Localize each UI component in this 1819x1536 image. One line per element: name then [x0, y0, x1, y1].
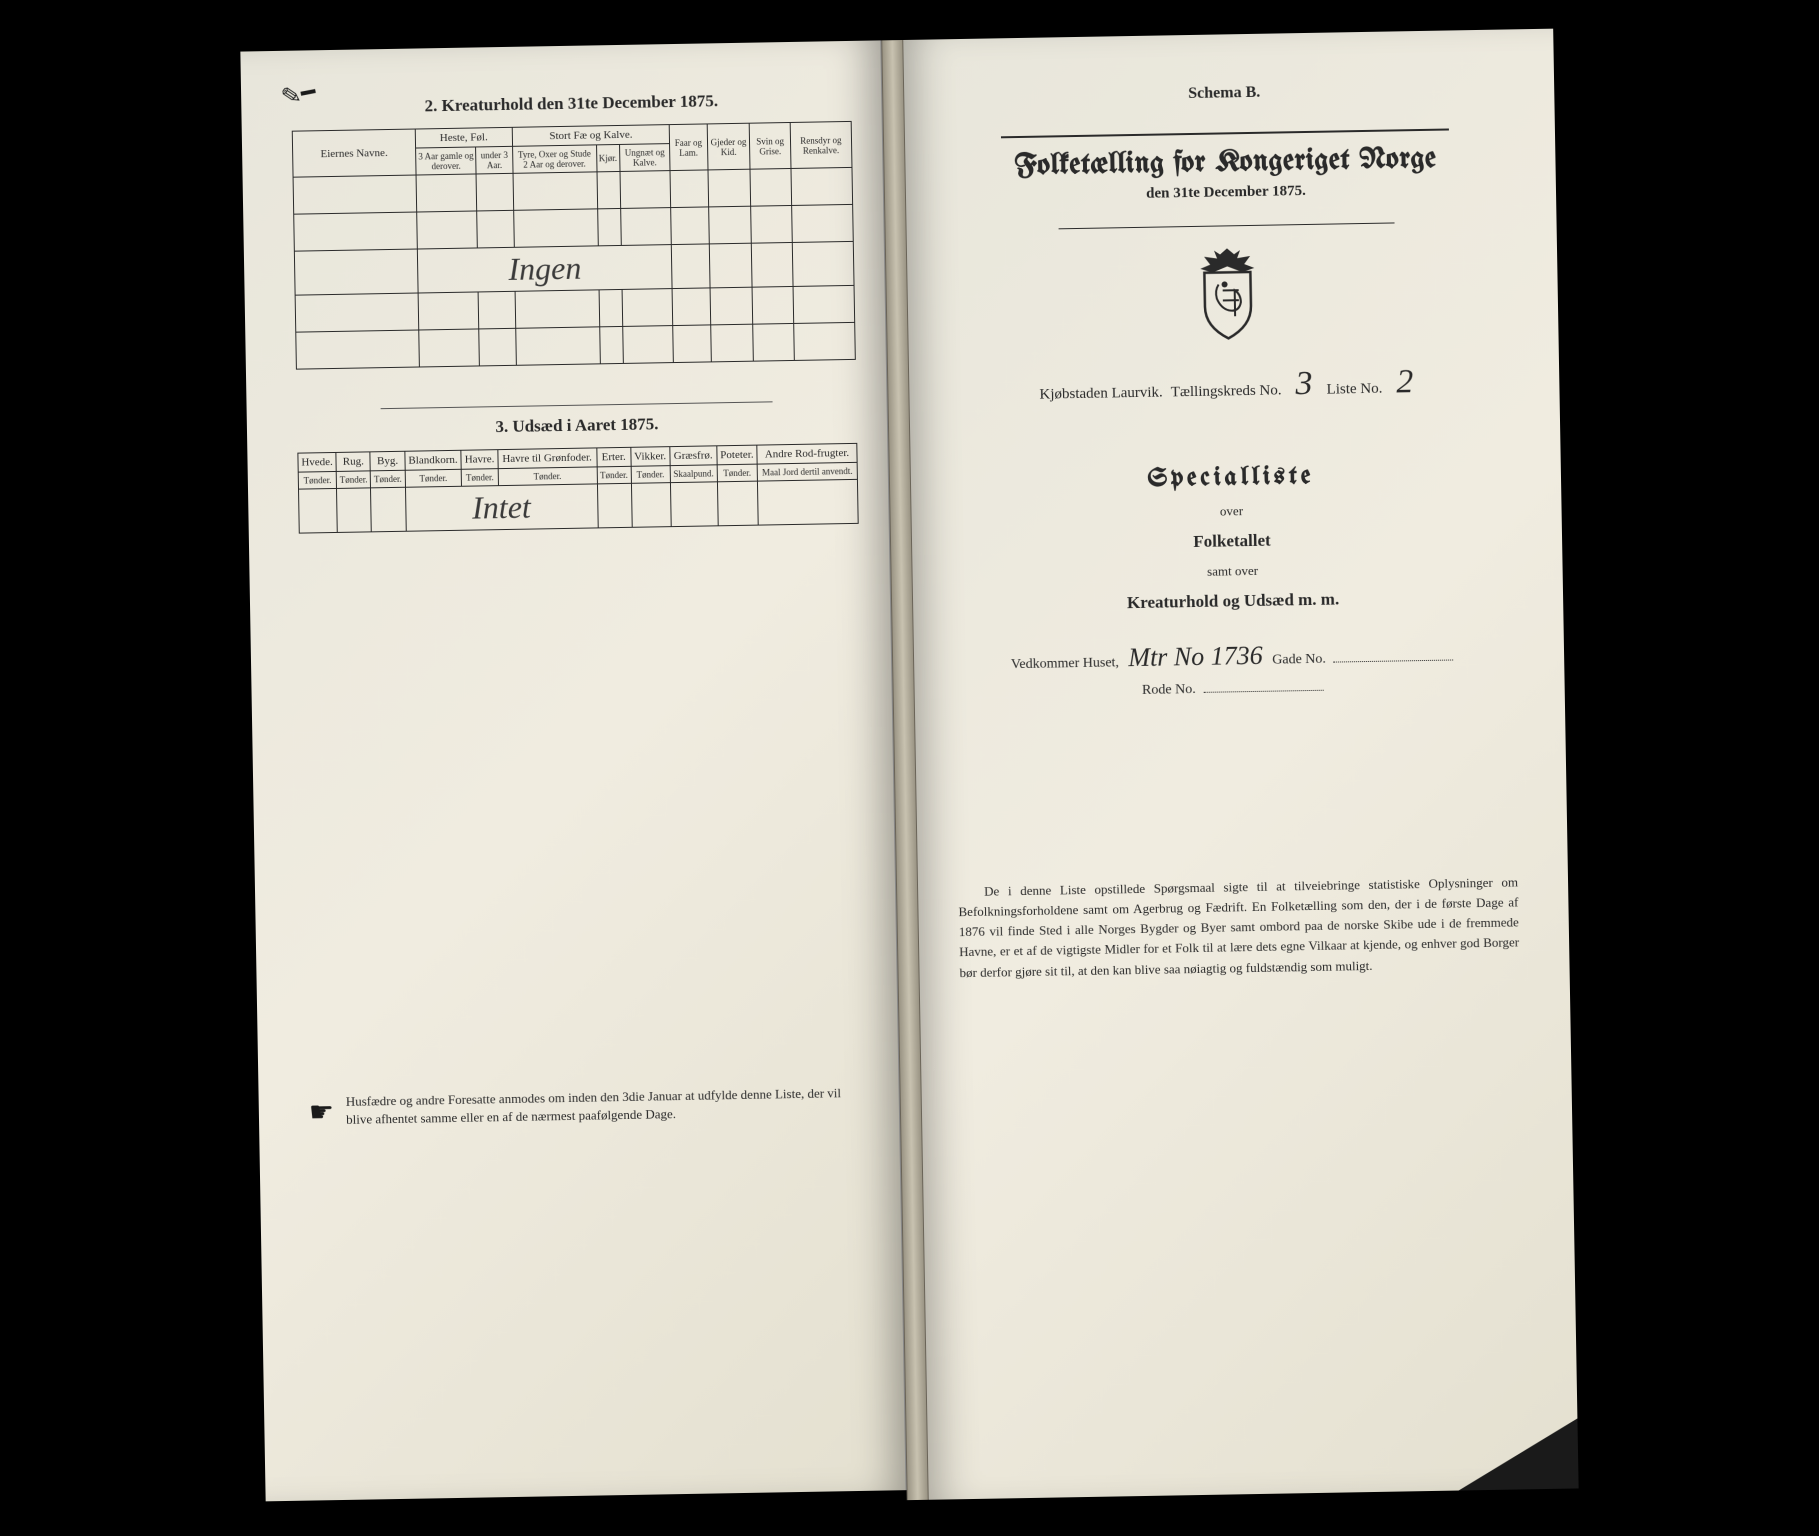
- book-spread: ✎━ 2. Kreaturhold den 31te December 1875…: [240, 29, 1578, 1512]
- col-cows: Kjør.: [596, 144, 620, 171]
- unit: Tønder.: [597, 466, 632, 484]
- folketallet-label: Folketallet: [952, 526, 1512, 556]
- footer-text: Husfædre og andre Foresatte anmodes om i…: [346, 1084, 869, 1129]
- col-horse-u3: under 3 Aar.: [476, 146, 513, 174]
- pointing-hand-icon: ☛: [309, 1093, 335, 1133]
- coat-of-arms-icon: [947, 241, 1509, 351]
- rode-line: Rode No.: [955, 676, 1515, 702]
- kreatur-label: Kreaturhold og Udsæd m. m.: [953, 586, 1513, 616]
- col-goats: Gjeder og Kid.: [707, 123, 751, 170]
- unit: Tønder.: [336, 471, 371, 489]
- seed-table: Hvede. Rug. Byg. Blandkorn. Havre. Havre…: [297, 443, 858, 534]
- intro-paragraph: De i denne Liste opstillede Spørgsmaal s…: [958, 872, 1520, 982]
- handwritten-intet: Intet: [405, 484, 598, 531]
- district-line: Kjøbstaden Laurvik. Tællingskreds No. 3 …: [949, 361, 1510, 409]
- right-page: Schema B. Folketælling for Kongeriget No…: [903, 29, 1578, 1500]
- unit: Tønder.: [498, 467, 597, 486]
- unit: Tønder.: [298, 471, 336, 489]
- col-calves: Ungnæt og Kalve.: [619, 144, 670, 172]
- section-3-title: 3. Udsæd i Aaret 1875.: [297, 411, 857, 441]
- unit: Skaalpund.: [670, 465, 718, 483]
- col-vetch: Vikker.: [631, 447, 670, 467]
- samt-label: samt over: [952, 558, 1512, 584]
- col-pigs: Svin og Grise.: [750, 122, 791, 169]
- census-title: Folketælling for Kongeriget Norge: [945, 142, 1505, 184]
- census-date: den 31te December 1875.: [946, 180, 1506, 207]
- left-page: ✎━ 2. Kreaturhold den 31te December 1875…: [240, 40, 906, 1501]
- handwritten-district-no: 3: [1289, 365, 1319, 404]
- specialliste-title: Specialliste: [951, 459, 1511, 496]
- rode-label: Rode No.: [1142, 682, 1196, 698]
- town-label: Kjøbstaden Laurvik.: [1039, 385, 1163, 404]
- col-oats: Havre.: [461, 450, 498, 470]
- handwritten-ingen: Ingen: [417, 245, 672, 293]
- unit: Tønder.: [717, 464, 757, 482]
- blank-field: [1203, 690, 1323, 693]
- divider: [381, 401, 773, 409]
- col-potato: Poteter.: [717, 445, 757, 465]
- footer-note: ☛ Husfædre og andre Foresatte anmodes om…: [309, 1084, 870, 1133]
- col-barley: Byg.: [370, 451, 405, 471]
- unit: Tønder.: [371, 470, 406, 488]
- list-label: Liste No.: [1326, 381, 1382, 399]
- col-rye: Rug.: [336, 452, 371, 472]
- unit: Tønder.: [631, 466, 670, 484]
- col-owner: Eiernes Navne.: [292, 129, 416, 177]
- col-bulls: Tyre, Oxer og Stude 2 Aar og derover.: [512, 145, 596, 173]
- rule: [1001, 128, 1449, 138]
- handwritten-list-no: 2: [1390, 363, 1420, 402]
- col-peas: Erter.: [596, 447, 631, 467]
- unit: Maal Jord dertil anvendt.: [757, 462, 857, 481]
- handwritten-house: Mtr No 1736: [1122, 641, 1269, 673]
- col-wheat: Hvede.: [298, 452, 336, 472]
- col-grass: Græsfrø.: [669, 446, 717, 466]
- col-roots: Andre Rod-frugter.: [757, 443, 857, 464]
- house-prefix: Vedkommer Huset,: [1011, 655, 1119, 672]
- blank-field: [1333, 659, 1453, 662]
- section-2-title: 2. Kreaturhold den 31te December 1875.: [291, 89, 851, 119]
- schema-label: Schema B.: [944, 80, 1504, 108]
- col-greenoats: Havre til Grønfoder.: [497, 448, 596, 469]
- table-row: Intet: [299, 479, 859, 533]
- over-label: over: [951, 498, 1511, 524]
- kreds-label: Tællingskreds No.: [1171, 382, 1282, 401]
- unit: Tønder.: [462, 469, 499, 487]
- page-corner-fold: [1457, 1418, 1578, 1490]
- group-horses: Heste, Føl.: [415, 127, 512, 148]
- unit: Tønder.: [405, 469, 462, 487]
- col-reindeer: Rensdyr og Renkalve.: [790, 121, 852, 168]
- col-sheep: Faar og Lam.: [670, 124, 708, 171]
- rule-thin: [1059, 222, 1395, 229]
- gade-label: Gade No.: [1272, 652, 1326, 668]
- col-mixed: Blandkorn.: [405, 450, 462, 470]
- livestock-table: Eiernes Navne. Heste, Føl. Stort Fæ og K…: [292, 121, 856, 370]
- house-line: Vedkommer Huset, Mtr No 1736 Gade No.: [954, 636, 1514, 676]
- col-horse-3plus: 3 Aar gamle og derover.: [416, 147, 477, 175]
